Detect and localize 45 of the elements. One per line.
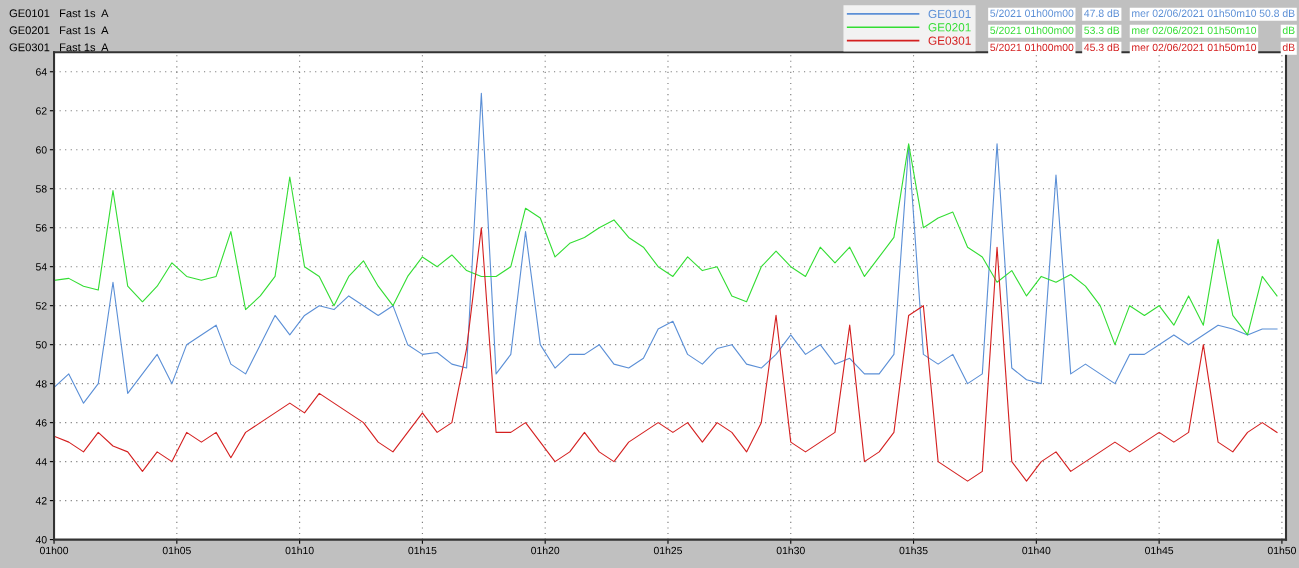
y-tick-label: 46 — [35, 419, 47, 427]
y-tick-label: 48 — [35, 380, 47, 388]
y-tick-label: 56 — [35, 224, 47, 232]
x-tick-label: 01h10 — [285, 546, 314, 555]
x-tick-label: 01h30 — [776, 546, 805, 555]
y-tick-label: 42 — [35, 497, 47, 505]
x-tick-label: 01h15 — [408, 546, 437, 555]
line-series — [54, 92, 1278, 404]
y-tick-label: 60 — [36, 146, 47, 154]
text: GE0301 Fast 1s A — [9, 43, 109, 52]
text: GE0101 — [928, 9, 971, 19]
y-tick-label: 64 — [36, 68, 47, 76]
x-tick-label: 01h20 — [531, 546, 560, 555]
text: GE0101 Fast 1s A — [9, 9, 109, 18]
x-tick-label: 01h05 — [162, 546, 191, 555]
y-tick-label: 54 — [35, 263, 47, 271]
x-tick-label: 01h45 — [1145, 546, 1174, 555]
text: dB — [1282, 43, 1295, 52]
x-tick-label: 01h35 — [899, 546, 928, 555]
text: GE0301 — [928, 36, 971, 45]
text: dB — [1282, 26, 1295, 35]
text: 5/2021 01h00m00 — [990, 9, 1074, 17]
x-tick-label: 01h00 — [39, 546, 69, 555]
text: 47.8 dB — [1084, 9, 1120, 17]
x-tick-label: 01h25 — [653, 546, 683, 555]
y-tick-label: 58 — [35, 185, 47, 193]
text: 50.8 dB — [1259, 9, 1295, 17]
text: 5/2021 01h00m00 — [990, 26, 1074, 35]
y-tick-label: 50 — [35, 341, 47, 349]
text: mer 02/06/2021 01h50m10 — [1132, 26, 1257, 35]
line-series — [54, 227, 1278, 482]
y-tick-label: 62 — [36, 107, 47, 115]
text: GE0201 Fast 1s A — [9, 26, 109, 35]
line-series — [54, 143, 1278, 346]
y-tick-label: 52 — [35, 302, 47, 310]
y-tick-label: 44 — [35, 458, 47, 466]
text: 5/2021 01h00m00 — [990, 43, 1074, 52]
text: 53.3 dB — [1084, 26, 1120, 35]
y-tick-label: 40 — [35, 536, 47, 544]
text: GE0201 — [928, 23, 971, 32]
text: mer 02/06/2021 01h50m10 — [1132, 43, 1257, 52]
x-tick-label: 01h40 — [1022, 546, 1051, 555]
text: 45.3 dB — [1084, 43, 1120, 52]
x-tick-label: 01h50 — [1267, 546, 1296, 555]
text: mer 02/06/2021 01h50m10 — [1132, 9, 1257, 17]
